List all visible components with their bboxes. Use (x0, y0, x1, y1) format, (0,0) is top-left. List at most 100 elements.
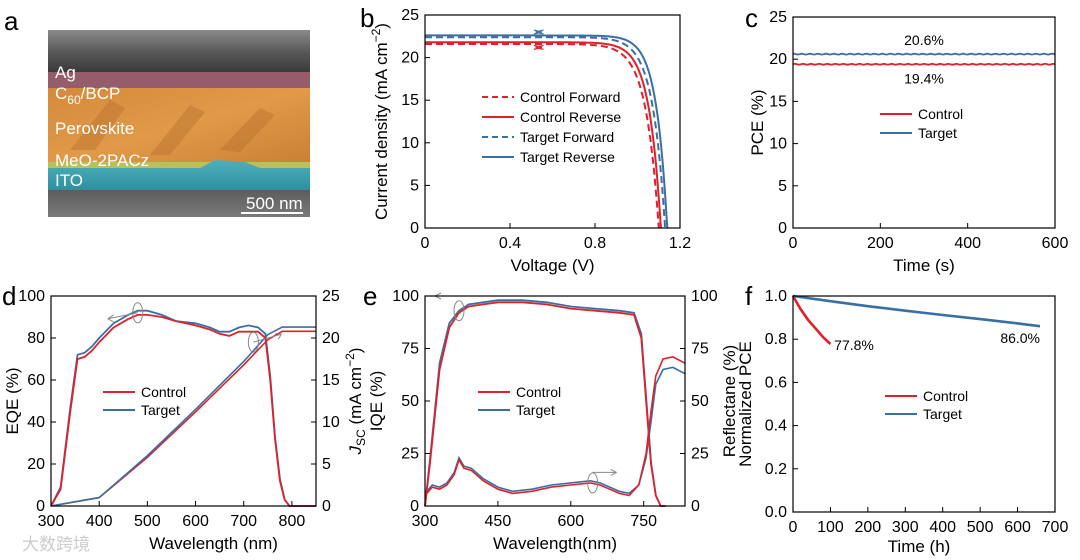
stab-ytick-label: 1.0 (765, 288, 787, 305)
iqe-ytick-label: 75 (401, 341, 419, 358)
pce-frame (792, 16, 1056, 229)
jv-legend-item: Target Reverse (520, 149, 615, 165)
jsc-ylabel-right-end: ) (346, 348, 365, 354)
eqe-ytick-label-right: 20 (322, 330, 340, 347)
iqe-ytick-label-right: 100 (691, 288, 718, 305)
stab-xtick-label: 300 (892, 519, 919, 536)
eqe-frame (50, 295, 317, 507)
pce-ytick-label: 20 (769, 51, 787, 68)
scan-arrow-control-reverse (535, 44, 544, 50)
iqe-xtick-label: 600 (557, 513, 584, 530)
chart-pce-tracking: 20.6% 19.4% 0 200 400 600 0 5 10 15 20 25 Time (s) PC… (748, 9, 1068, 275)
panel-label-f: f (745, 281, 753, 311)
panel-label-d: d (2, 281, 16, 311)
eqe-line-control (50, 314, 316, 507)
eqe-xtick-label: 700 (230, 513, 257, 530)
grain-texture (70, 100, 275, 155)
pce-ytick-label: 0 (778, 220, 787, 237)
sem-micrograph: Ag C60/BCP Perovskite MeO-2PACz ITO 500 … (48, 30, 310, 217)
iqe-ytick-label: 50 (401, 393, 419, 410)
jv-ytick-label: 25 (401, 7, 419, 24)
jv-xtick-label: 0.4 (499, 235, 521, 252)
layer-label-ito: ITO (55, 171, 83, 190)
jsc-ylabel-right-rest: (mA cm (346, 367, 365, 429)
stab-ytick-label: 0.6 (765, 374, 787, 391)
eqe-ytick-label: 20 (27, 456, 45, 473)
jsc-ylabel-right-sup: −2 (343, 353, 357, 367)
iqe-ytick-label-right: 0 (691, 498, 700, 515)
eqe-line-target (50, 309, 316, 507)
jv-xlabel: Voltage (V) (510, 256, 594, 275)
stab-frame (792, 295, 1056, 513)
jv-xtick-label: 0 (421, 235, 430, 252)
layer-label-c60-bcp: C60/BCP (55, 84, 120, 107)
iqe-line-control (424, 301, 666, 507)
jv-ylabel-end: ) (372, 23, 391, 29)
iqe-ytick-label: 0 (410, 498, 419, 515)
series-line-target-reverse (425, 34, 669, 229)
reflectance-ylabel: Reflectane (%) (720, 345, 739, 457)
panel-label-a: a (4, 6, 19, 36)
iqe-ytick-label: 100 (392, 288, 419, 305)
stab-xtick-label: 0 (789, 519, 798, 536)
iqe-xtick-label: 750 (630, 513, 657, 530)
layer-meo2pacz-region (48, 162, 310, 168)
pce-ytick-label: 5 (778, 178, 787, 195)
eqe-ylabel: EQE (%) (3, 367, 22, 434)
stab-xtick-label: 200 (855, 519, 882, 536)
pce-xtick-label: 400 (954, 235, 981, 252)
eqe-axis-indicator-arrow (107, 312, 138, 323)
jv-ytick-label: 20 (401, 50, 419, 67)
eqe-ytick-label-right: 5 (322, 456, 331, 473)
jv-ytick-label: 5 (410, 177, 419, 194)
iqe-legend-item: Target (516, 402, 555, 418)
reflectance-line-control (424, 356, 686, 497)
iqe-ytick-label-right: 75 (691, 341, 709, 358)
pce-ytick-label: 25 (769, 9, 787, 26)
jv-ytick-label: 15 (401, 92, 419, 109)
stab-legend-item: Control (923, 388, 968, 404)
stab-ytick-label: 0.4 (765, 418, 787, 435)
stab-xlabel: Time (h) (888, 537, 951, 556)
jv-legend-item: Control Forward (520, 89, 620, 105)
stability-line-target (792, 294, 1041, 328)
series-line-control (792, 62, 1056, 66)
eqe-legend-item: Control (141, 384, 186, 400)
iqe-xtick-label: 300 (412, 513, 439, 530)
stab-ytick-label: 0.2 (765, 461, 787, 478)
chart-iqe-reflectance: 300 450 600 750 0 25 50 75 100 0 25 50 75 100 Waveleng… (367, 288, 739, 553)
iqe-ytick-label-right: 25 (691, 446, 709, 463)
pce-xlabel: Time (s) (893, 256, 955, 275)
jsc-ylabel: JSC (mA cm−2) (343, 348, 368, 456)
jsc-axis-indicator-arrow (253, 332, 282, 343)
iqe-ylabel: IQE (%) (367, 371, 386, 431)
stability-annotation-control: 77.8% (834, 337, 874, 353)
layer-label-perovskite: Perovskite (55, 119, 134, 138)
jv-legend-item: Control Reverse (520, 109, 621, 125)
stability-line-control (791, 295, 832, 345)
series-line-target (792, 52, 1056, 56)
jsc-axis-indicator-ring (247, 331, 259, 353)
stab-xtick-label: 600 (1004, 519, 1031, 536)
pce-legend-item: Control (918, 106, 963, 122)
iqe-ytick-label-right: 50 (691, 393, 709, 410)
series-line-control-reverse (425, 41, 662, 229)
series-line-target-forward (425, 36, 667, 229)
eqe-xlabel: Wavelength (nm) (149, 534, 278, 553)
stab-ylabel: Normalized PCE (736, 341, 755, 467)
eqe-ytick-label: 100 (18, 288, 45, 305)
jv-ylabel-main: Current density (mA cm (372, 42, 391, 220)
iqe-xtick-label: 450 (485, 513, 512, 530)
jsc-line-control (50, 330, 316, 507)
eqe-xtick-label: 600 (182, 513, 209, 530)
stab-xtick-label: 400 (929, 519, 956, 536)
panel-label-e: e (363, 281, 377, 311)
jsc-ylabel-right-sub: SC (354, 429, 368, 446)
eqe-ytick-label: 80 (27, 330, 45, 347)
iqe-xlabel: Wavelength(nm) (493, 534, 617, 553)
pce-xtick-label: 600 (1042, 235, 1069, 252)
chart-stability: 77.8% 86.0% 0 100 200 300 400 500 600 700 0.0 0.2 0.… (736, 288, 1068, 556)
chart-jv-curves: 0 0.4 0.8 1.2 0 5 10 15 20 25 Voltage (V) Current d… (369, 7, 691, 275)
jv-frame (424, 14, 681, 229)
